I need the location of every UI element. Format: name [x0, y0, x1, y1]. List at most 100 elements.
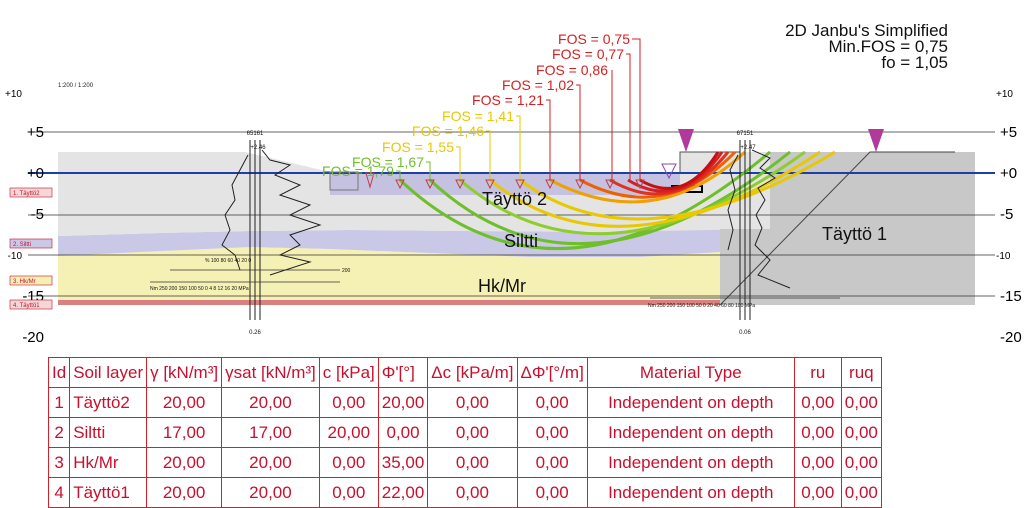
slip-surface-141 [519, 150, 836, 221]
right-axis-tick: +5 [1000, 124, 1017, 141]
slope-stability-section: +10 +5 +0 -5 -10 -15 -20 +10 +5 +0 -5 -1… [5, 31, 1022, 346]
table-cell: Independent on depth [586, 387, 795, 418]
table-header: γ [kN/m³] [146, 357, 223, 388]
borehole-left-id: 65161 [247, 131, 264, 137]
bottom-red-band [58, 300, 720, 305]
table-header: Soil layer [69, 357, 148, 388]
table-cell: Täyttö2 [69, 387, 148, 418]
fos-label: FOS = 0,86 [536, 62, 608, 78]
table-header: ΔΦ'[°/m] [516, 357, 588, 388]
table-cell: 0,00 [427, 387, 518, 418]
table-cell: 0,00 [840, 417, 882, 448]
left-axis-tick: -20 [22, 329, 44, 346]
table-cell: 17,00 [146, 417, 223, 448]
right-axis-tick: +10 [996, 89, 1013, 100]
table-cell: 0,00 [840, 387, 882, 418]
fos-label: FOS = 1,46 [412, 123, 484, 139]
table-header: ruq [840, 357, 882, 388]
cpt-scale-right: Nm 250 200 150 100 50 0 20 40 60 80 100 … [648, 303, 755, 309]
table-cell: 0,00 [318, 477, 379, 508]
table-cell: 0,00 [793, 447, 842, 478]
fos-leaders [396, 38, 641, 180]
table-cell: 20,00 [146, 447, 223, 478]
load-marker-left [678, 129, 694, 152]
fos-label: FOS = 1,02 [502, 77, 574, 93]
table-cell: 0,00 [516, 417, 588, 448]
borehole-right-id: 67151 [737, 131, 754, 137]
cpt-scales [150, 269, 840, 299]
table-cell: 0,00 [516, 387, 588, 418]
right-axis-tick: -5 [1000, 206, 1013, 223]
table-cell: 20,00 [377, 387, 429, 418]
load-marker-right [868, 129, 884, 152]
table-cell: 17,00 [221, 417, 320, 448]
table-cell: 0,00 [427, 417, 518, 448]
right-axis-tick: +0 [1000, 165, 1017, 182]
layer-tayto1-area [720, 152, 975, 305]
table-cell: 0,00 [318, 447, 379, 478]
layer-tags: 1. Täyttö2 2. Siltti 3. Hk/Mr 4. Täyttö1 [9, 187, 53, 310]
table-cell: 0,00 [516, 477, 588, 508]
layer-tag: 4. Täyttö1 [13, 303, 40, 309]
table-cell: 1 [47, 387, 71, 418]
left-axis-tick: -5 [31, 206, 44, 223]
table-cell: 0,00 [318, 387, 379, 418]
table-cell: 20,00 [318, 417, 379, 448]
table-header: c [kPa] [318, 357, 379, 388]
layer-tag: 3. Hk/Mr [13, 279, 36, 285]
borehole-left-bottom: 0.26 [249, 330, 261, 336]
slip-surface-102 [579, 150, 737, 199]
table-cell: 0,00 [793, 477, 842, 508]
table-cell: 0,00 [840, 447, 882, 478]
fos-label: FOS = 1,67 [352, 154, 424, 170]
table-header: ru [793, 357, 842, 388]
soil-properties-table: Id Soil layer γ [kN/m³] γsat [kN/m³] c [… [47, 357, 882, 508]
method-fo: fo = 1,05 [881, 53, 948, 72]
table-cell: 20,00 [146, 387, 223, 418]
fos-label: FOS = 0,75 [558, 31, 630, 47]
layer-hkmr-area [58, 247, 720, 300]
method-title: 2D Janbu's Simplified [785, 21, 948, 40]
fos-label: FOS = 0,77 [552, 46, 624, 62]
table-cell: 20,00 [146, 477, 223, 508]
table-cell: Independent on depth [586, 447, 795, 478]
cpt-scale-left: Nm 250 200 150 100 50 0 4 8 12 16 20 MPa [150, 286, 249, 292]
table-cell: Siltti [69, 417, 148, 448]
scale-note: 1:200 / 1:200 [58, 83, 94, 89]
layer-tag: 1. Täyttö2 [13, 191, 40, 197]
table-cell: 20,00 [221, 477, 320, 508]
right-axis: +10 +5 +0 -5 -10 -15 -20 [996, 89, 1022, 346]
table-cell: 0,00 [793, 417, 842, 448]
borehole-left [221, 140, 359, 320]
table-header: Δc [kPa/m] [427, 357, 518, 388]
layer-label-tayto2: Täyttö 2 [482, 189, 547, 209]
table-cell: Täyttö1 [69, 477, 148, 508]
right-axis-tick: -20 [1000, 329, 1022, 346]
table-row: 2 Siltti 17,00 17,00 20,00 0,00 0,00 0,0… [47, 417, 882, 448]
layer-label-siltti: Siltti [504, 231, 538, 251]
slip-surface-121 [549, 150, 747, 204]
table-cell: 20,00 [221, 447, 320, 478]
fos-label: FOS = 1,55 [382, 139, 454, 155]
table-cell: 2 [47, 417, 71, 448]
slip-surface-155 [459, 150, 806, 236]
table-header-row: Id Soil layer γ [kN/m³] γsat [kN/m³] c [… [47, 357, 882, 388]
fos-label: FOS = 1,41 [442, 108, 514, 124]
table-cell: 3 [47, 447, 71, 478]
table-cell: 0,00 [427, 447, 518, 478]
table-header: Id [47, 357, 71, 388]
cpt-scale-end: 200 [342, 268, 351, 274]
fos-labels: FOS = 0,75 FOS = 0,77 FOS = 0,86 FOS = 1… [322, 31, 630, 179]
table-header: Material Type [586, 357, 795, 388]
table-cell: Independent on depth [586, 417, 795, 448]
table-cell: 0,00 [516, 447, 588, 478]
table-cell: 0,00 [427, 477, 518, 508]
cpt-scale-left-percent: % 100 80 60 40 20 0 [205, 258, 251, 264]
dike-outline [679, 151, 740, 172]
slip-surface-179 [398, 150, 771, 251]
table-row: 4 Täyttö1 20,00 20,00 0,00 22,00 0,00 0,… [47, 477, 882, 508]
table-cell: 35,00 [377, 447, 429, 478]
table-cell: 0,00 [840, 477, 882, 508]
table-row: 3 Hk/Mr 20,00 20,00 0,00 35,00 0,00 0,00… [47, 447, 882, 478]
table-row: 1 Täyttö2 20,00 20,00 0,00 20,00 0,00 0,… [47, 387, 882, 418]
